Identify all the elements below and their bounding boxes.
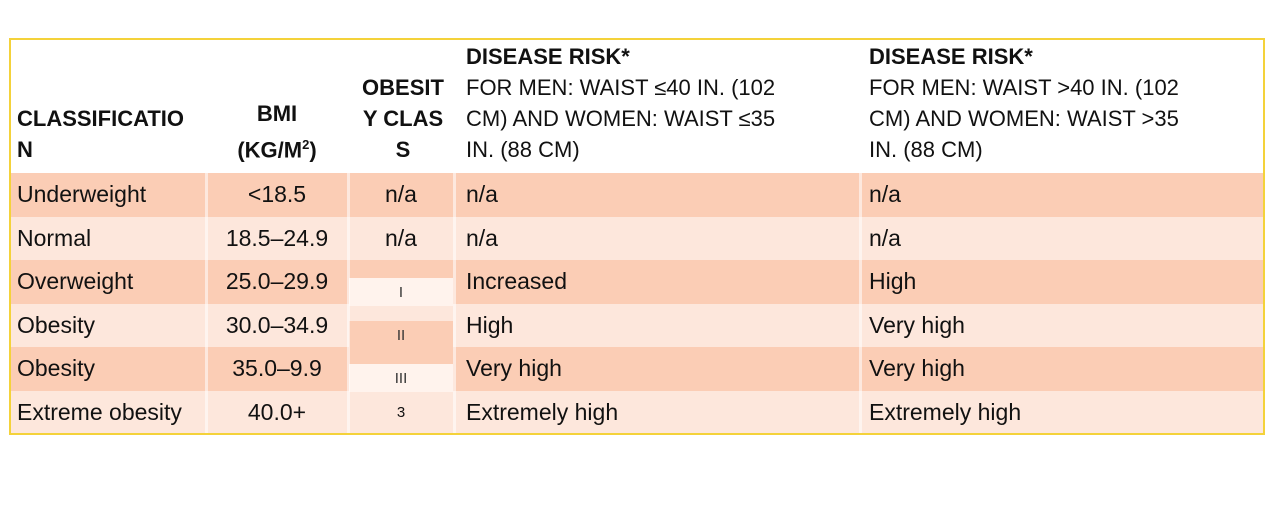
header-disease-risk-large-waist: DISEASE RISK* FOR MEN: WAIST >40 IN. (10… (869, 44, 1179, 162)
cell-obesity-class: 3 (396, 403, 406, 421)
column-divider (205, 173, 208, 433)
table-row: Extreme obesity 40.0+ 3 Extremely high E… (11, 390, 1263, 433)
cell-risk-normal-waist: n/a (466, 181, 498, 207)
obesity-class-patch-i: I (349, 278, 453, 306)
column-divider (453, 173, 456, 433)
table-row: Normal 18.5–24.9 n/a n/a n/a (11, 216, 1263, 260)
cell-classification: Obesity (17, 355, 95, 381)
header-disease-risk-normal-waist: DISEASE RISK* FOR MEN: WAIST ≤40 IN. (10… (466, 44, 776, 162)
table-header: CLASSIFICATION BMI (KG/M2) OBESITY CLASS… (11, 40, 1263, 173)
obesity-class-patch-ii: II (349, 321, 453, 349)
cell-bmi: <18.5 (247, 181, 307, 207)
cell-risk-normal-waist: Extremely high (466, 398, 619, 425)
cell-classification: Normal (17, 224, 92, 251)
cell-risk-large-waist: High (869, 268, 917, 294)
header-classification: CLASSIFICATION (17, 106, 185, 162)
cell-bmi: 25.0–29.9 (225, 268, 329, 294)
cell-bmi: 30.0–34.9 (225, 311, 329, 338)
cell-bmi: 40.0+ (247, 398, 307, 425)
table-row: Overweight 25.0–29.9 Increased High (11, 260, 1263, 304)
cell-risk-large-waist: Very high (869, 311, 965, 338)
cell-risk-normal-waist: n/a (466, 224, 498, 251)
table-row: Underweight <18.5 n/a n/a n/a (11, 173, 1263, 217)
cell-risk-normal-waist: Very high (466, 355, 562, 381)
cell-classification: Overweight (17, 268, 134, 294)
cell-risk-large-waist: Very high (869, 355, 965, 381)
cell-risk-normal-waist: Increased (466, 268, 568, 294)
cell-classification: Extreme obesity (17, 398, 182, 425)
cell-obesity-class: n/a (385, 224, 417, 251)
column-divider (347, 173, 350, 433)
header-bmi: BMI (KG/M2) (237, 100, 317, 162)
table-row: Obesity 30.0–34.9 High Very high (11, 303, 1263, 347)
cell-risk-large-waist: n/a (869, 181, 901, 207)
cell-classification: Obesity (17, 311, 95, 338)
cell-risk-large-waist: Extremely high (869, 398, 1022, 425)
cell-bmi: 35.0–9.9 (232, 355, 322, 381)
bmi-classification-table: CLASSIFICATION BMI (KG/M2) OBESITY CLASS… (9, 38, 1265, 435)
table-row: Obesity 35.0–9.9 Very high Very high (11, 347, 1263, 391)
cell-risk-normal-waist: High (466, 311, 514, 338)
cell-risk-large-waist: n/a (869, 224, 901, 251)
obesity-class-patch-iii: III (349, 364, 453, 392)
cell-classification: Underweight (17, 181, 147, 207)
column-divider (859, 173, 862, 433)
cell-bmi: 18.5–24.9 (225, 224, 329, 251)
header-obesity-class: OBESITY CLASS (362, 75, 444, 162)
cell-obesity-class: n/a (385, 181, 417, 207)
